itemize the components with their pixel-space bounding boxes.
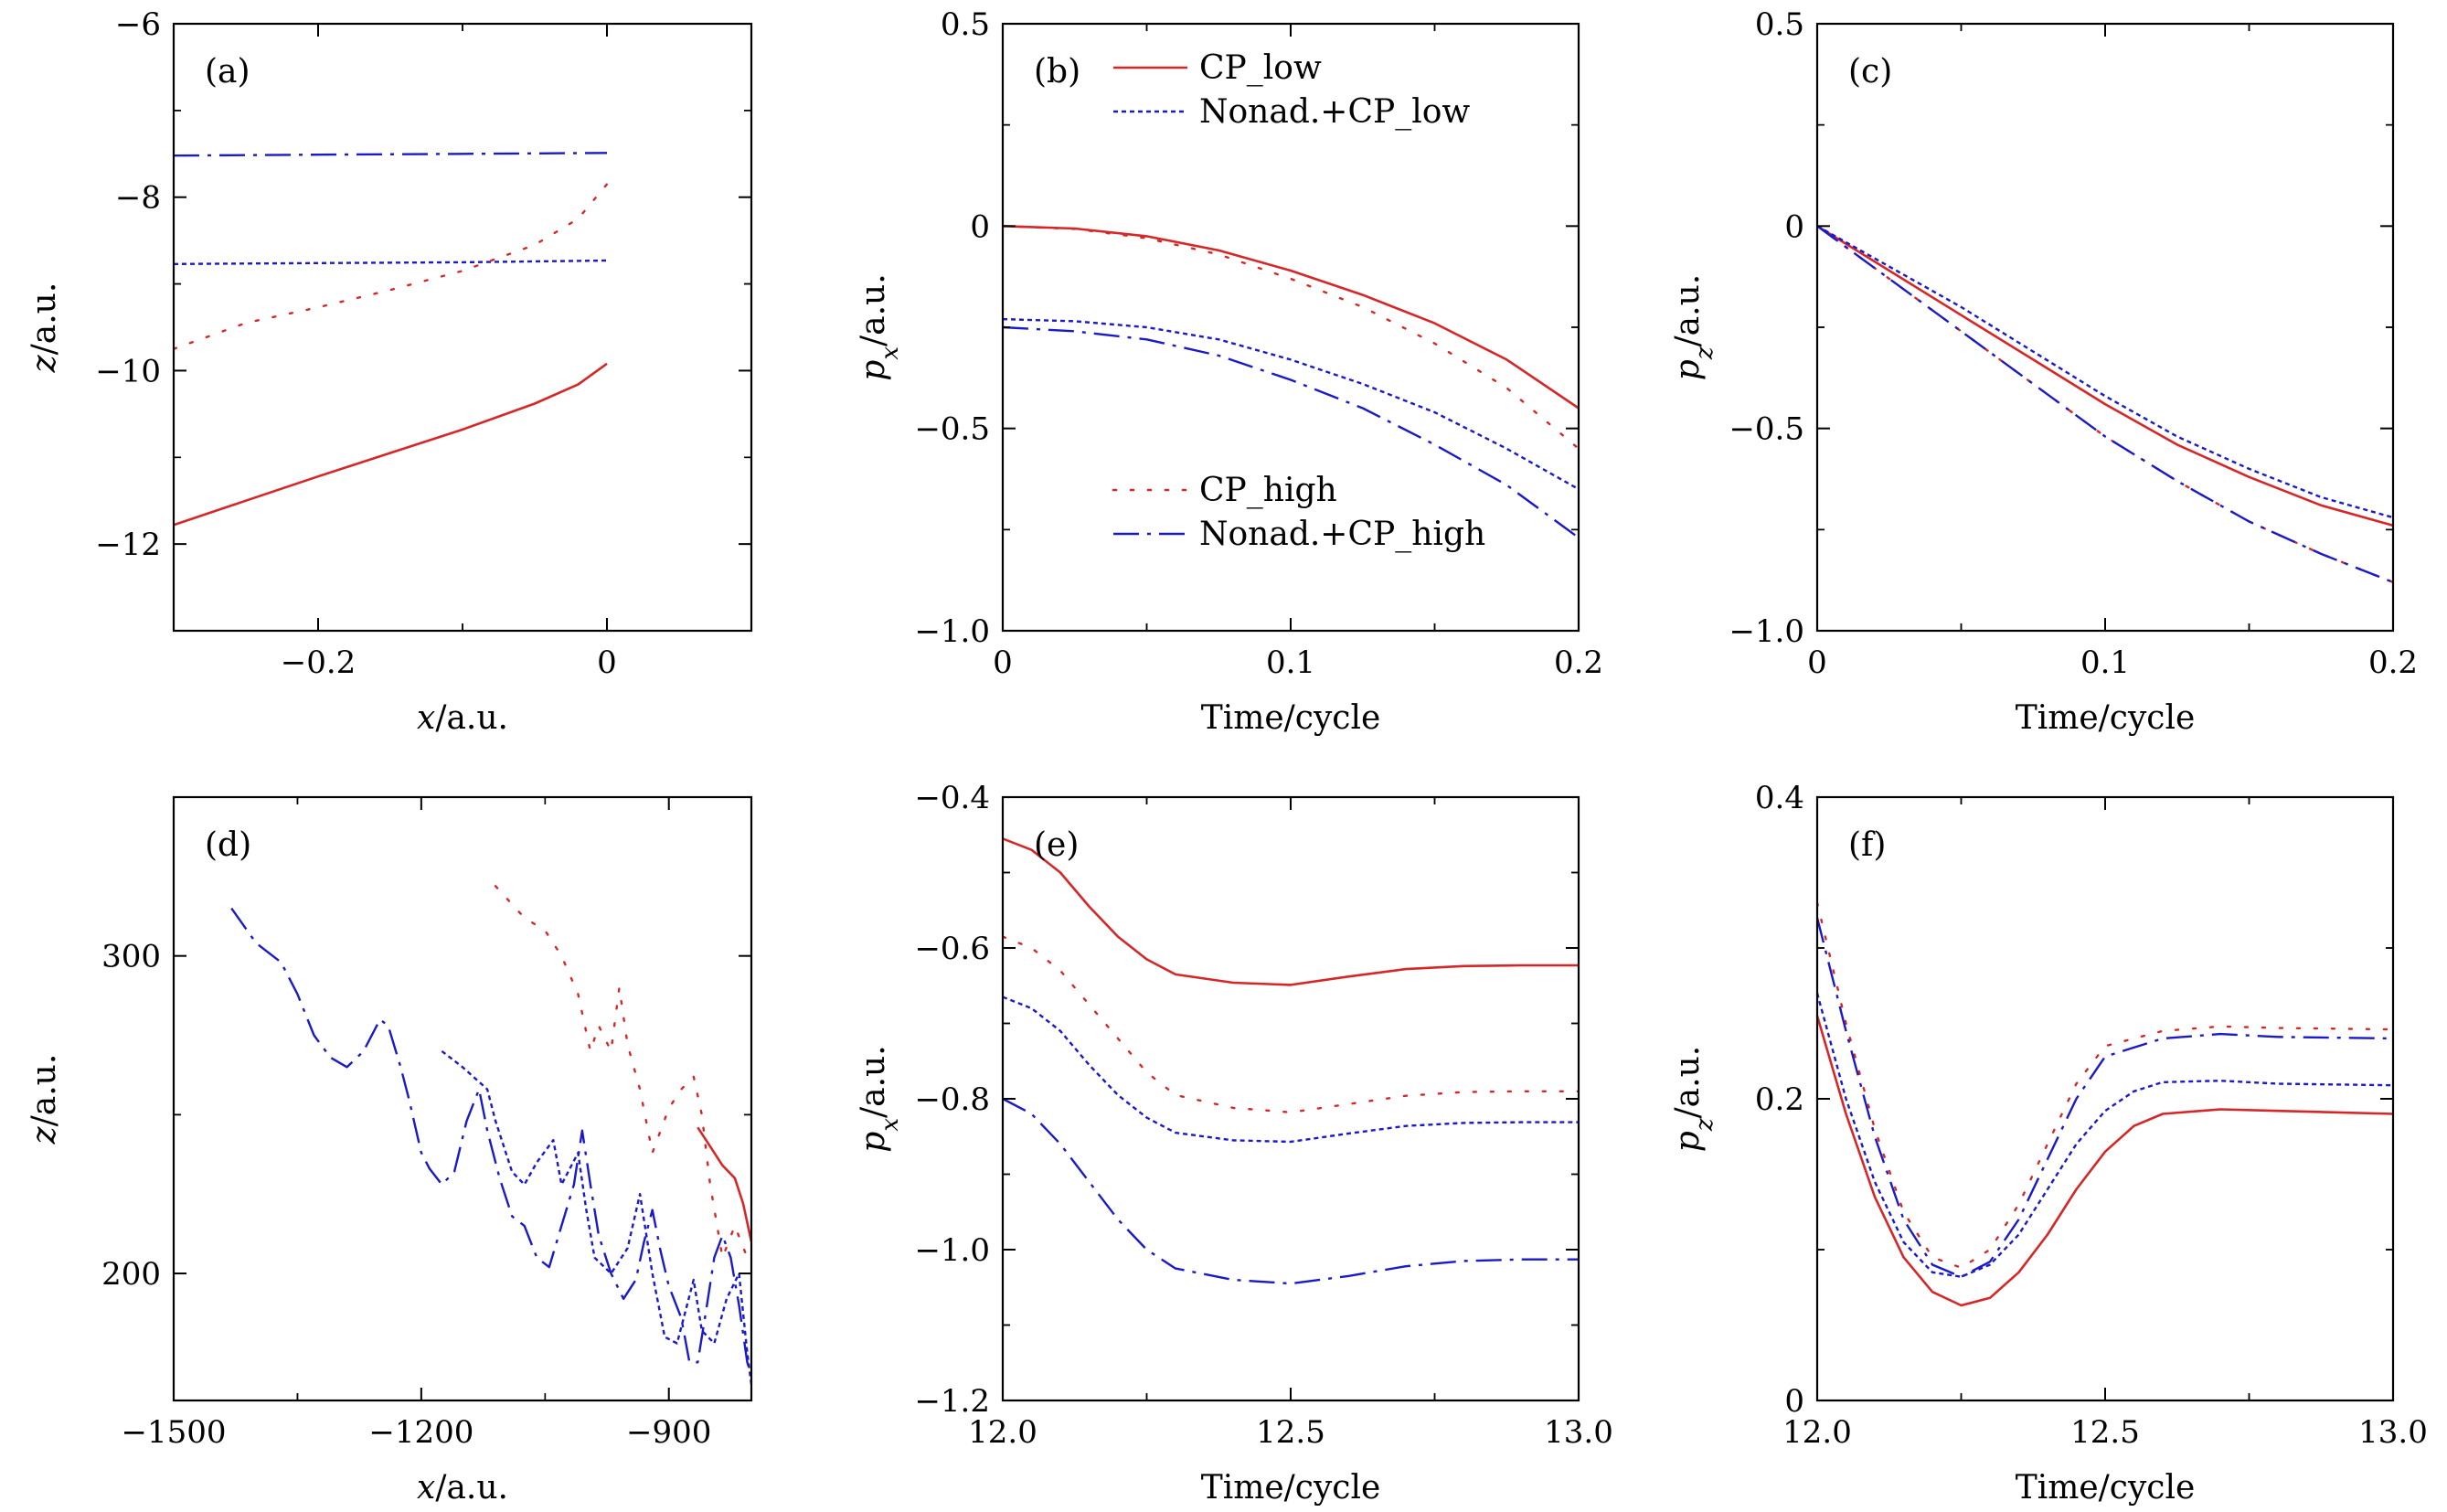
panel-tag: (f) bbox=[1848, 826, 1886, 864]
y-axis-label: z/a.u. bbox=[26, 1054, 63, 1145]
series-cp-low-line bbox=[1817, 1015, 2393, 1307]
x-axis-label: x/a.u. bbox=[417, 1469, 508, 1507]
series-cp-high-line bbox=[1003, 935, 1579, 1113]
panel-a: −0.2 0 −12 −10 −8 −6 x/a.u. z/a.u. (a) bbox=[26, 6, 753, 737]
y-tick-label: −1.0 bbox=[914, 613, 990, 650]
y-tick-label: −10 bbox=[95, 353, 161, 389]
y-tick-label: 0.5 bbox=[941, 6, 990, 43]
legend-label: Nonad.+CP_low bbox=[1199, 93, 1470, 131]
y-axis-label: pz/a.u. bbox=[1669, 274, 1718, 380]
y-tick-label: −1.0 bbox=[1729, 613, 1804, 650]
x-tick-label: −1500 bbox=[121, 1414, 226, 1451]
legend: CP_low Nonad.+CP_low CP_high Nonad.+CP_high bbox=[1112, 49, 1485, 553]
x-axis-label: Time/cycle bbox=[2016, 699, 2196, 737]
plot-frame bbox=[1001, 795, 1580, 1402]
series-nonad-cp-low-line bbox=[1003, 996, 1579, 1144]
series-nonad-cp-low-line bbox=[1003, 317, 1579, 491]
x-tick-label: −1200 bbox=[368, 1414, 473, 1451]
x-tick-label: 0 bbox=[597, 644, 617, 681]
panel-f: 12.0 12.5 13.0 0 0.2 0.4 Time/cycle pz/a.u. (f) bbox=[1669, 780, 2428, 1507]
plot-frame bbox=[172, 795, 753, 1402]
series-nonad-cp-low-line bbox=[1817, 993, 2393, 1278]
x-tick-label: 0.2 bbox=[2368, 644, 2418, 681]
panel-tag: (a) bbox=[205, 53, 250, 91]
series-cp-high-line bbox=[174, 183, 609, 350]
series-cp-high-line bbox=[1817, 225, 2393, 584]
series-nonad-cp-high-line bbox=[1817, 225, 2393, 584]
x-tick-label: 0.1 bbox=[2080, 644, 2130, 681]
legend-label: Nonad.+CP_high bbox=[1199, 516, 1485, 553]
panel-b: 0 0.1 0.2 −1.0 −0.5 0 0.5 Time/cycle px/a.u. (b) bbox=[855, 6, 1603, 737]
y-tick-label: 0.4 bbox=[1755, 780, 1804, 816]
series-nonad-cp-high-line bbox=[1817, 917, 2393, 1278]
series-nonad-cp-low-line bbox=[174, 259, 608, 265]
panel-e: 12.0 12.5 13.0 −1.2 −1.0 −0.8 −0.6 −0.4 Time/cyc… bbox=[855, 780, 1613, 1507]
y-tick-label: −6 bbox=[115, 6, 161, 43]
y-tick-label: −8 bbox=[115, 180, 161, 217]
y-tick-label: 0 bbox=[970, 208, 990, 245]
x-tick-label: 0.1 bbox=[1266, 644, 1315, 681]
series-nonad-cp-high-line bbox=[1003, 1097, 1579, 1285]
y-tick-label: −12 bbox=[95, 527, 161, 563]
y-tick-label: −1.2 bbox=[914, 1383, 990, 1420]
x-tick-label: −0.2 bbox=[281, 644, 356, 681]
plot-frame bbox=[172, 22, 753, 633]
y-axis-label: px/a.u. bbox=[855, 273, 904, 380]
series-cp-high-line bbox=[1003, 225, 1579, 450]
panel-tag: (d) bbox=[205, 826, 251, 864]
x-tick-label: 0 bbox=[1807, 644, 1827, 681]
x-tick-label: 13.0 bbox=[1544, 1414, 1613, 1451]
y-tick-label: −0.5 bbox=[1729, 411, 1804, 448]
y-tick-label: 200 bbox=[101, 1256, 161, 1293]
panel-tag: (b) bbox=[1034, 53, 1080, 91]
y-tick-label: −0.8 bbox=[914, 1081, 990, 1118]
x-tick-label: 12.0 bbox=[968, 1414, 1037, 1451]
x-tick-label: 13.0 bbox=[2358, 1414, 2428, 1451]
panel-d: −1500 −1200 −900 200 300 x/a.u. z/a.u. (d) bbox=[26, 795, 753, 1507]
panel-tag: (e) bbox=[1034, 826, 1079, 864]
y-axis-label: px/a.u. bbox=[855, 1045, 904, 1152]
series-nonad-cp-high-line bbox=[1003, 325, 1579, 539]
series-nonad-cp-high-line bbox=[174, 152, 608, 157]
y-tick-label: 0 bbox=[1784, 208, 1804, 245]
y-tick-label: −0.6 bbox=[914, 931, 990, 967]
x-axis-label: x/a.u. bbox=[417, 699, 508, 737]
series-cp-low-line bbox=[174, 362, 608, 527]
y-tick-label: 300 bbox=[101, 939, 161, 975]
x-tick-label: 12.5 bbox=[1256, 1414, 1325, 1451]
legend-label: CP_high bbox=[1199, 472, 1337, 509]
series-cp-low-line bbox=[697, 1126, 751, 1242]
series-cp-high-line bbox=[1817, 901, 2393, 1269]
x-tick-label: −900 bbox=[626, 1414, 711, 1451]
x-tick-label: 12.5 bbox=[2070, 1414, 2140, 1451]
y-tick-label: −0.4 bbox=[914, 780, 990, 816]
series-nonad-cp-high-line bbox=[230, 907, 751, 1376]
plot-frame bbox=[1815, 22, 2395, 633]
y-tick-label: 0.5 bbox=[1755, 6, 1804, 43]
panel-tag: (c) bbox=[1848, 53, 1892, 91]
x-tick-label: 12.0 bbox=[1782, 1414, 1852, 1451]
y-tick-label: 0.2 bbox=[1755, 1081, 1804, 1118]
series-cp-low-line bbox=[1003, 225, 1579, 410]
series-nonad-cp-low-line bbox=[1817, 225, 2393, 519]
x-tick-label: 0 bbox=[993, 644, 1013, 681]
y-tick-label: −0.5 bbox=[914, 411, 990, 448]
x-axis-label: Time/cycle bbox=[2016, 1469, 2196, 1507]
series-cp-low-line bbox=[1003, 837, 1579, 986]
x-tick-label: 0.2 bbox=[1554, 644, 1603, 681]
y-tick-label: −1.0 bbox=[914, 1232, 990, 1269]
plot-frame bbox=[1815, 795, 2395, 1402]
series-nonad-cp-low-line bbox=[441, 1049, 751, 1385]
y-axis-label: z/a.u. bbox=[26, 282, 63, 374]
x-axis-label: Time/cycle bbox=[1201, 1469, 1381, 1507]
y-axis-label: pz/a.u. bbox=[1669, 1046, 1718, 1152]
panel-c: 0 0.1 0.2 −1.0 −0.5 0 0.5 Time/cycle pz/a.u. (c) bbox=[1669, 6, 2418, 737]
y-tick-label: 0 bbox=[1784, 1383, 1804, 1420]
series-cp-low-line bbox=[1817, 225, 2393, 527]
legend-label: CP_low bbox=[1199, 49, 1322, 87]
series-cp-high-line bbox=[494, 885, 749, 1259]
x-axis-label: Time/cycle bbox=[1201, 699, 1381, 737]
